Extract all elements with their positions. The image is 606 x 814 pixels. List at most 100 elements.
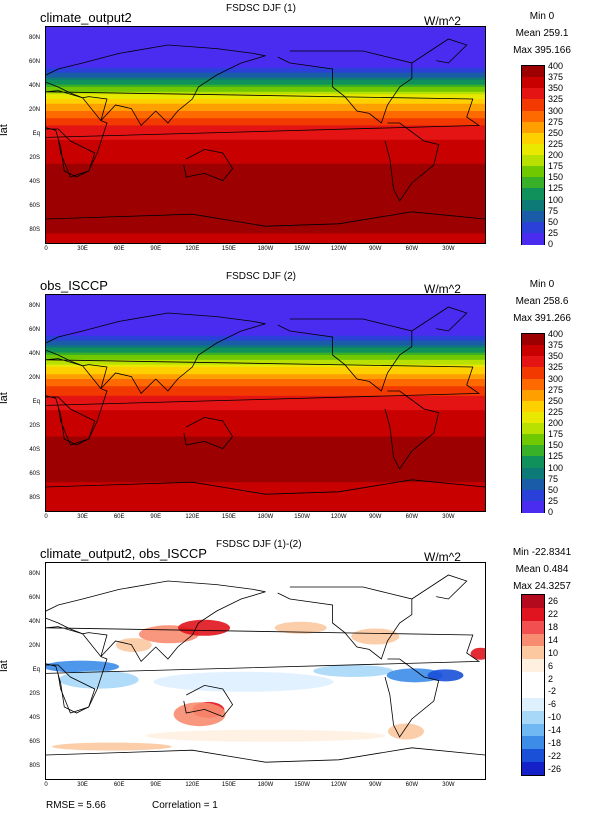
coastline [277, 586, 413, 660]
x-tick-label: 180W [257, 246, 274, 252]
field-band [46, 159, 485, 162]
panel-title: FSDSC DJF (2) [226, 271, 296, 282]
panel-units: W/m^2 [424, 282, 461, 296]
colorbar-segment [522, 221, 544, 234]
field-band [46, 400, 485, 404]
colorbar-segment [522, 646, 544, 660]
colorbar-segment [522, 633, 544, 647]
colorbar-label: 50 [548, 484, 559, 495]
field-band [46, 383, 485, 387]
colorbar-label: 18 [548, 622, 559, 633]
colorbar-segment [522, 400, 544, 413]
panel-units: W/m^2 [424, 14, 461, 28]
y-tick-label: 60S [29, 471, 40, 477]
field-band [46, 175, 485, 179]
colorbar-label: 325 [548, 94, 564, 105]
anomaly-patch [351, 628, 400, 645]
field-band [46, 161, 485, 165]
coastline [46, 580, 266, 663]
field-band [46, 39, 485, 42]
field-band [46, 405, 485, 409]
colorbar-label: 125 [548, 183, 564, 194]
field-band [46, 386, 485, 390]
field-band [46, 195, 485, 198]
field-band [46, 297, 485, 301]
field-band [46, 101, 485, 105]
field-band [46, 343, 485, 346]
field-band [46, 412, 485, 416]
field-band [46, 321, 485, 325]
panel-name: climate_output2, obs_ISCCP [40, 546, 207, 561]
colorbar-segment [522, 199, 544, 212]
x-tick-label: 0 [44, 782, 48, 788]
x-tick-label: 150E [221, 246, 236, 252]
field-band [46, 465, 485, 469]
colorbar-segment [522, 88, 544, 100]
y-axis-label: lat [0, 660, 10, 672]
colorbar-label: 400 [548, 61, 564, 71]
colorbar-segment [522, 143, 544, 156]
field-band [46, 180, 485, 184]
field-band [46, 87, 485, 90]
colorbar-segment [522, 500, 544, 513]
field-band [46, 388, 485, 392]
x-tick-label: 60E [113, 782, 125, 788]
field-band [46, 371, 485, 375]
stat-min: Min 0 [529, 279, 555, 290]
field-band [46, 347, 485, 351]
field-band [46, 43, 485, 47]
field-band [46, 139, 485, 143]
field-band [46, 376, 485, 380]
field-band [46, 151, 485, 155]
field-band [46, 508, 485, 511]
field-band [46, 503, 485, 507]
field-band [46, 207, 485, 210]
field-band [46, 431, 485, 435]
y-tick-label: 60N [28, 327, 40, 333]
colorbar-segment [522, 659, 544, 673]
field-band [46, 219, 485, 222]
x-tick-label: 150E [221, 514, 236, 520]
field-band [46, 295, 485, 298]
field-band [46, 111, 485, 114]
colorbar-label: -14 [548, 725, 562, 735]
coastline [277, 50, 413, 124]
field-band [46, 415, 485, 418]
x-tick-label: 120W [330, 246, 347, 252]
field-band [46, 479, 485, 483]
anomaly-patch [386, 668, 443, 683]
panel-difference: climate_output2, obs_ISCCP FSDSC DJF (1)… [0, 536, 606, 804]
y-tick-label: 40N [28, 619, 40, 625]
field-band [46, 304, 485, 308]
x-tick-label: 180W [257, 782, 274, 788]
colorbar-segment [522, 210, 544, 223]
field-band [46, 335, 485, 339]
field-band [46, 477, 485, 481]
field-band [46, 183, 485, 186]
panel-stats: Min -22.8341 Mean 0.484 Max 24.3257 [492, 544, 592, 595]
x-tick-label: 120E [185, 514, 200, 520]
colorbar-label: 2 [548, 673, 554, 684]
field-band [46, 448, 485, 452]
map-plot [45, 562, 486, 780]
coastline [46, 211, 485, 227]
field-band [46, 364, 485, 368]
field-band [46, 417, 485, 421]
anomaly-patch [427, 669, 464, 682]
coastline [183, 148, 234, 182]
field-band [46, 36, 485, 40]
anomaly-patch [313, 665, 394, 677]
field-band [46, 65, 485, 69]
field-band [46, 190, 485, 194]
field-band [46, 395, 485, 399]
stat-mean: Mean 0.484 [515, 564, 569, 575]
x-tick-label: 30W [442, 246, 455, 252]
field-band [46, 484, 485, 488]
field-band [46, 149, 485, 153]
y-tick-label: Eq [32, 399, 40, 405]
panel-units: W/m^2 [424, 550, 461, 564]
field-band [46, 458, 485, 462]
panel-title: FSDSC DJF (1) [226, 3, 296, 14]
field-band [46, 463, 485, 466]
colorbar-label: 150 [548, 172, 564, 183]
